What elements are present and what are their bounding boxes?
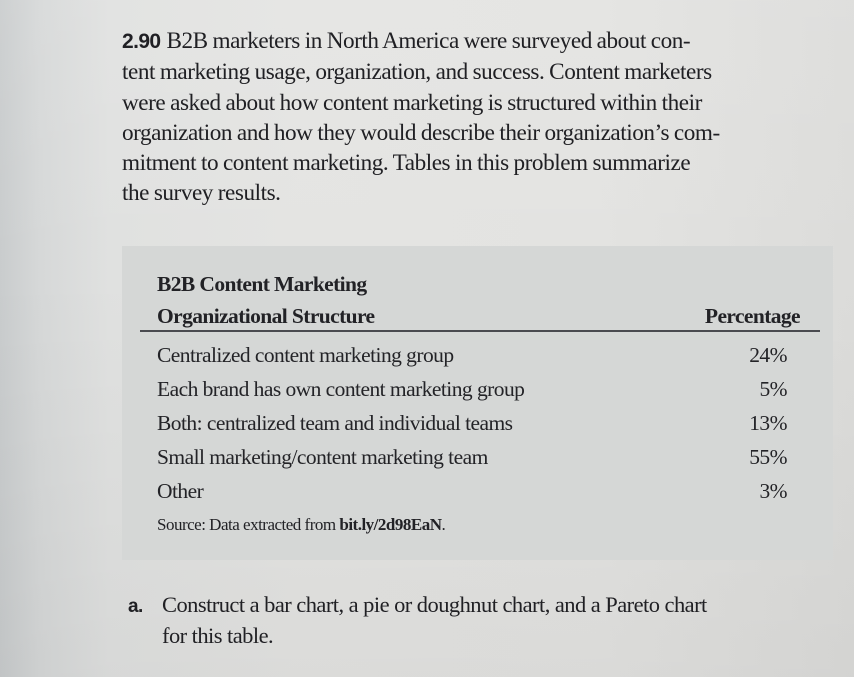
table-row: Each brand has own content marketing gro… [157, 374, 788, 408]
question-a: a. Construct a bar chart, a pie or doughn… [128, 590, 838, 650]
table-source-note: Source: Data extracted from bit.ly/2d98E… [157, 514, 446, 536]
row-label: Each brand has own content marketing gro… [157, 377, 525, 401]
problem-line-3: were asked about how content marketing i… [122, 89, 702, 116]
row-value: 3% [759, 479, 787, 503]
data-table: B2B Content Marketing Organizational Str… [122, 246, 833, 560]
row-value: 55% [749, 445, 787, 469]
problem-line-1: 2.90 B2B marketers in North America were … [122, 28, 691, 54]
table-row: Both: centralized team and individual te… [157, 408, 788, 442]
row-label: Other [157, 479, 204, 503]
table-header-line-2: Organizational Structure [157, 304, 375, 328]
source-prefix: Source: Data extracted from [157, 515, 340, 534]
problem-statement: 2.90 B2B marketers in North America were … [122, 26, 844, 209]
table-header-percentage: Percentage [704, 304, 801, 328]
question-line-1: a. Construct a bar chart, a pie or doughn… [128, 590, 838, 621]
table-header-line-1: B2B Content Marketing [157, 272, 367, 296]
header-rule [140, 330, 820, 332]
row-value: 5% [759, 377, 787, 401]
table-row: Small marketing/content marketing team 5… [157, 442, 788, 476]
source-suffix: . [441, 515, 446, 534]
problem-line-2: tent marketing usage, organization, and … [122, 59, 712, 86]
table-header-category: B2B Content Marketing Organizational Str… [157, 268, 375, 332]
row-label: Small marketing/content marketing team [157, 445, 488, 469]
problem-line-5: mitment to content marketing. Tables in … [122, 150, 691, 177]
problem-number: 2.90 [122, 30, 161, 53]
source-link: bit.ly/2d98EaN [339, 515, 442, 534]
problem-line-4: organization and how they would describe… [122, 119, 720, 146]
row-value: 24% [749, 343, 787, 367]
question-label: a. [128, 596, 143, 617]
table-row: Centralized content marketing group 24% [157, 340, 788, 374]
row-label: Centralized content marketing group [157, 343, 454, 367]
row-value: 13% [749, 411, 787, 435]
table-body: Centralized content marketing group 24% … [157, 340, 788, 510]
row-label: Both: centralized team and individual te… [157, 411, 513, 435]
question-line-2: for this table. [162, 623, 274, 648]
table-row: Other 3% [157, 476, 788, 510]
problem-line-6: the survey results. [122, 180, 281, 207]
